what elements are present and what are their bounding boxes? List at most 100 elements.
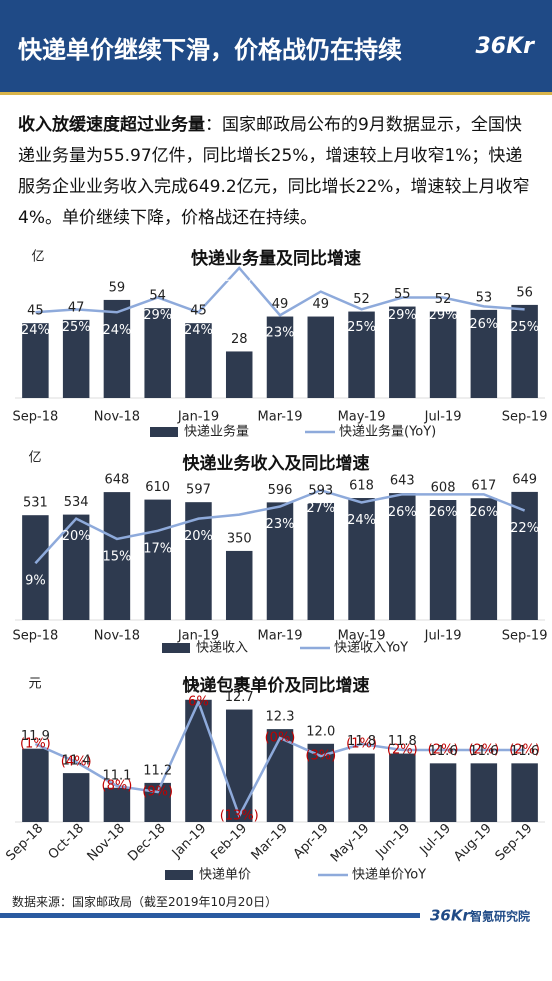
bar-label: 49 xyxy=(272,297,289,312)
bar-label: 11.8 xyxy=(388,734,417,749)
bar xyxy=(348,753,375,822)
unit-label: 亿 xyxy=(28,451,41,466)
x-tick-label: May-19 xyxy=(338,629,386,644)
bar-label: 52 xyxy=(353,292,370,307)
yoy-label: (0%) xyxy=(265,731,296,746)
bar-label: 11.4 xyxy=(62,754,91,769)
footer-bar xyxy=(0,913,420,918)
x-tick-label: Mar-19 xyxy=(258,410,303,425)
x-tick-label: Jul-19 xyxy=(424,410,462,425)
bar xyxy=(470,763,498,822)
header: 快递单价继续下滑，价格战仍在持续 36Kr xyxy=(0,0,552,95)
intro-text: ：国家邮政局公布的9月数据显示，全国快递业务量为55.97亿件，同比增长25%，… xyxy=(18,115,530,228)
bar-label: 12.3 xyxy=(266,710,295,725)
legend-swatch xyxy=(150,427,178,437)
x-tick-label: Jun-19 xyxy=(373,821,414,862)
bar-label: 54 xyxy=(149,289,166,304)
x-tick-label: Sep-19 xyxy=(493,821,536,864)
yoy-label: 31% xyxy=(306,302,335,317)
bar xyxy=(266,502,294,620)
bar xyxy=(429,763,457,822)
bar-label: 617 xyxy=(471,479,496,494)
bar-label: 643 xyxy=(390,474,415,489)
x-tick-label: Mar-19 xyxy=(258,629,303,644)
yoy-label: (1%) xyxy=(346,737,377,752)
x-tick-label: Sep-18 xyxy=(13,410,59,425)
yoy-label: (1%) xyxy=(20,737,51,752)
bar-label: 610 xyxy=(145,480,170,495)
yoy-label: 26% xyxy=(469,317,498,332)
legend-label: 快递收入YoY xyxy=(334,641,408,656)
x-tick-label: May-19 xyxy=(338,410,386,425)
legend-swatch xyxy=(165,870,193,880)
yoy-label: (13%) xyxy=(220,809,259,824)
bar-label: 618 xyxy=(349,479,374,494)
bar-label: 56 xyxy=(516,285,533,300)
bar xyxy=(429,500,457,620)
yoy-label: (4%) xyxy=(61,755,92,770)
yoy-label: 39% xyxy=(225,278,254,293)
source: 数据来源：国家邮政局（截至2019年10月20日） xyxy=(12,895,278,909)
x-tick-label: Jan-19 xyxy=(177,410,219,425)
bar xyxy=(185,323,212,398)
x-tick-label: Dec-18 xyxy=(125,821,168,864)
bar xyxy=(348,311,375,398)
header-title: 快递单价继续下滑，价格战仍在持续 xyxy=(18,36,402,64)
bar-label: 59 xyxy=(109,280,126,295)
bar xyxy=(22,515,49,620)
legend-swatch xyxy=(162,643,190,653)
yoy-label: 20% xyxy=(62,529,91,544)
bar xyxy=(348,498,375,620)
bar xyxy=(389,753,416,822)
bar-label: 534 xyxy=(64,495,89,510)
yoy-label: 21% xyxy=(225,525,254,540)
yoy-label: 15% xyxy=(102,549,131,564)
bar-label: 11.6 xyxy=(469,744,498,759)
yoy-label: 17% xyxy=(143,541,172,556)
bar xyxy=(62,319,90,398)
yoy-label: 26% xyxy=(429,505,458,520)
x-tick-label: Sep-19 xyxy=(502,629,548,644)
bar-label: 531 xyxy=(23,496,48,511)
footer-org: 智氪研究院 xyxy=(469,909,530,924)
x-tick-label: Sep-18 xyxy=(3,821,46,864)
footer-logo: 36Kr xyxy=(430,907,471,925)
chart-title: 快递业务量及同比增速 xyxy=(191,248,361,269)
bar xyxy=(103,787,131,822)
bar xyxy=(307,316,335,398)
bar-label: 11.1 xyxy=(102,768,131,783)
yoy-label: 23% xyxy=(266,326,295,341)
yoy-label: (2%) xyxy=(509,743,540,758)
x-tick-label: Jan-19 xyxy=(177,629,219,644)
bar-label: 47 xyxy=(68,300,85,315)
legend-label: 快递收入 xyxy=(196,641,248,656)
bar xyxy=(470,498,498,620)
bar-label: 11.6 xyxy=(429,744,458,759)
bar xyxy=(429,311,457,398)
yoy-label: (2%) xyxy=(468,743,499,758)
bar-label: 11.2 xyxy=(143,763,172,778)
bar-label: 11.6 xyxy=(510,744,539,759)
bar-label: 648 xyxy=(105,473,130,488)
bar xyxy=(225,709,253,822)
x-tick-label: Jan-19 xyxy=(169,821,210,862)
yoy-label: 29% xyxy=(143,308,172,323)
yoy-line xyxy=(34,698,525,820)
bar-label: 597 xyxy=(186,483,211,498)
unit-label: 亿 xyxy=(31,250,44,265)
yoy-label: (9%) xyxy=(142,785,173,800)
bar xyxy=(22,323,49,398)
bar-label: 596 xyxy=(268,483,293,498)
yoy-label: 24% xyxy=(102,323,131,338)
yoy-label: 6% xyxy=(188,695,209,710)
bar-label: 11.8 xyxy=(347,734,376,749)
yoy-label: 22% xyxy=(510,521,539,536)
bar-label: 45 xyxy=(27,304,44,319)
yoy-label: 24% xyxy=(21,323,50,338)
x-tick-label: Nov-18 xyxy=(85,821,128,864)
bar-label: 11.9 xyxy=(21,729,50,744)
yoy-label: 20% xyxy=(184,529,213,544)
x-tick-label: Nov-18 xyxy=(94,629,140,644)
bar-label: 350 xyxy=(227,531,252,546)
